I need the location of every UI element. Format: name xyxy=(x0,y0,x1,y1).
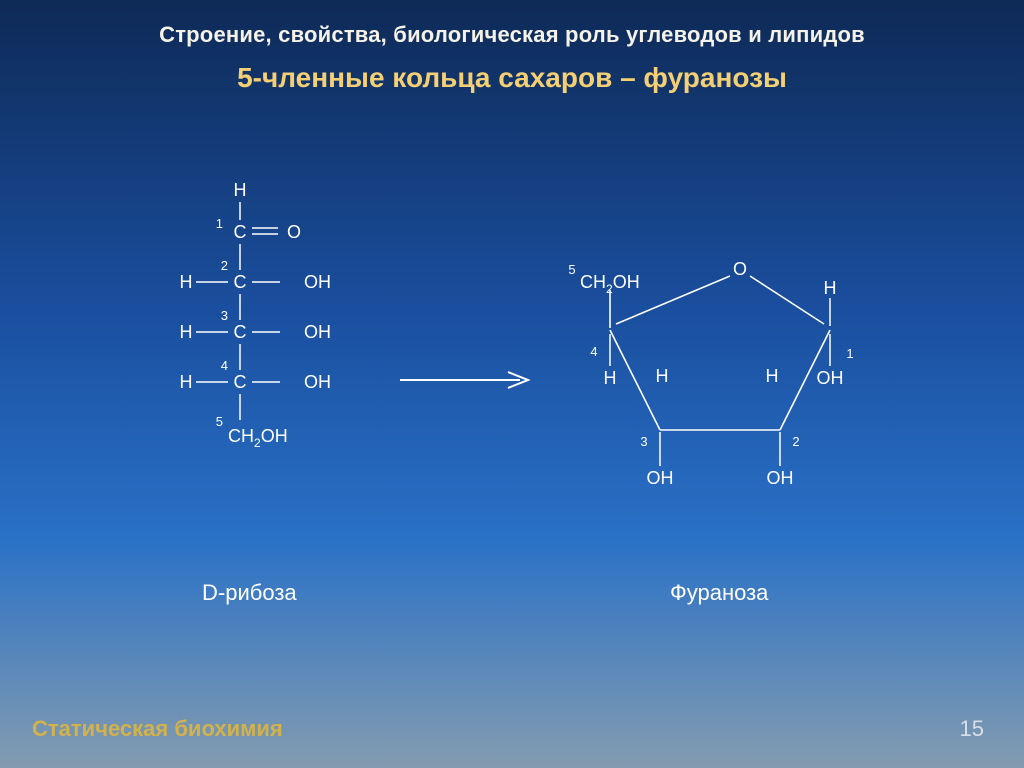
atom-ch2oh-right: CH2OH xyxy=(580,272,640,296)
footer-text: Статическая биохимия xyxy=(32,716,283,742)
atom-oh-c4: OH xyxy=(304,372,331,392)
atom-h-c4: H xyxy=(180,372,193,392)
ring-num-3: 3 xyxy=(640,434,647,449)
slide-title: Строение, свойства, биологическая роль у… xyxy=(0,22,1024,48)
page-number: 15 xyxy=(960,716,984,742)
carbon-num-2: 2 xyxy=(221,258,228,273)
atom-oh-c2: OH xyxy=(304,272,331,292)
ring-c1-oh: OH xyxy=(817,368,844,388)
ring-c1-inner-h: H xyxy=(766,366,779,386)
caption-left: D-рибоза xyxy=(202,580,297,606)
slide: Строение, свойства, биологическая роль у… xyxy=(0,0,1024,768)
atom-h-c2: H xyxy=(180,272,193,292)
ring-num-5: 5 xyxy=(568,262,575,277)
ring-num-2: 2 xyxy=(792,434,799,449)
carbon-num-1: 1 xyxy=(216,216,223,231)
atom-oh-c3: OH xyxy=(304,322,331,342)
ring-c2-oh: OH xyxy=(767,468,794,488)
caption-right: Фураноза xyxy=(670,580,768,606)
ring-num-4: 4 xyxy=(590,344,597,359)
atom-c4: C xyxy=(234,372,247,392)
atom-h-top: H xyxy=(234,180,247,200)
atom-c2: C xyxy=(234,272,247,292)
carbon-num-4: 4 xyxy=(221,358,228,373)
reaction-arrow xyxy=(400,372,528,388)
carbon-num-5: 5 xyxy=(216,414,223,429)
atom-c1: C xyxy=(234,222,247,242)
fischer-dribose: H 1 C O 2 H C OH 3 H C OH xyxy=(180,180,332,450)
ring-c1-h: H xyxy=(824,278,837,298)
atom-h-c3: H xyxy=(180,322,193,342)
atom-o-double: O xyxy=(287,222,301,242)
ring-o: O xyxy=(733,259,747,279)
haworth-furanose: O 5 CH2OH 4 H H 1 H xyxy=(568,259,853,488)
chemistry-diagram: H 1 C O 2 H C OH 3 H C OH xyxy=(120,170,900,600)
slide-subtitle: 5-членные кольца сахаров – фуранозы xyxy=(0,62,1024,94)
ring-c3-oh: OH xyxy=(647,468,674,488)
carbon-num-3: 3 xyxy=(221,308,228,323)
ring-c4-h-down: H xyxy=(604,368,617,388)
atom-c3: C xyxy=(234,322,247,342)
ring-num-1: 1 xyxy=(846,346,853,361)
ring-c4-h-up: H xyxy=(656,366,669,386)
atom-ch2oh-left: CH2OH xyxy=(228,426,288,450)
